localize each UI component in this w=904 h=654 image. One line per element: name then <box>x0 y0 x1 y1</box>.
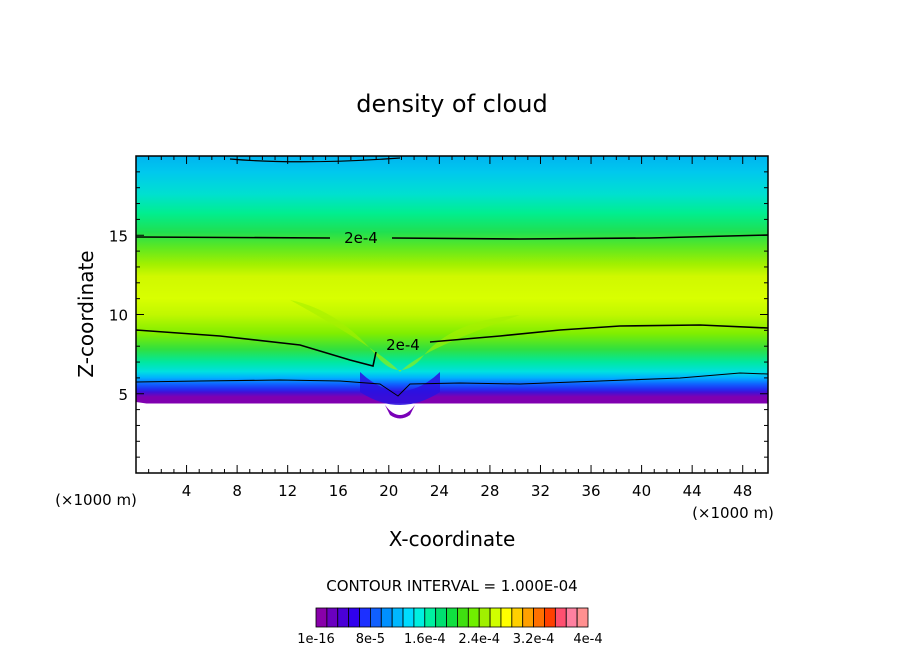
colorbar-swatch <box>424 607 437 628</box>
colorbar-label: 2.4e-4 <box>458 632 500 647</box>
x-tick-label: 36 <box>581 482 600 500</box>
dip-region <box>360 372 440 405</box>
x-unit-label: (×1000 m) <box>692 504 774 522</box>
center-bulge <box>290 300 520 372</box>
colorbar-swatch <box>533 607 545 628</box>
y-tick-label: 15 <box>109 227 128 245</box>
y-unit-label: (×1000 m) <box>55 491 137 509</box>
contour-label-2: 2e-4 <box>386 336 420 354</box>
y-axis-ticks: 5 10 15 <box>109 155 768 474</box>
x-tick-label: 8 <box>232 482 242 500</box>
colorbar-swatch <box>413 607 426 628</box>
x-tick-label: 16 <box>329 482 348 500</box>
colorbar <box>315 607 589 628</box>
x-tick-label: 40 <box>632 482 651 500</box>
x-tick-label: 20 <box>379 482 398 500</box>
colorbar-label: 1.6e-4 <box>404 632 446 647</box>
contour-line-base <box>136 372 768 397</box>
x-tick-label: 32 <box>531 482 550 500</box>
contour-label-1: 2e-4 <box>344 229 378 247</box>
x-tick-label: 44 <box>683 482 702 500</box>
colorbar-swatch <box>315 607 328 628</box>
colorbar-swatch <box>359 607 371 628</box>
x-tick-label: 48 <box>733 482 752 500</box>
colorbar-swatch <box>435 607 447 628</box>
chart-title: density of cloud <box>356 90 547 118</box>
colorbar-swatch <box>326 607 339 628</box>
contour-interval-text: CONTOUR INTERVAL = 1.000E-04 <box>326 577 577 595</box>
contour-line-15 <box>136 234 768 240</box>
colorbar-swatch <box>446 607 458 628</box>
colorbar-swatch <box>565 607 578 628</box>
colorbar-swatch <box>391 607 404 628</box>
colorbar-labels: 1e-16 8e-5 1.6e-4 2.4e-4 3.2e-4 4e-4 <box>297 632 602 647</box>
x-tick-label: 4 <box>182 482 192 500</box>
colorbar-swatch <box>522 607 534 628</box>
colorbar-swatch <box>348 607 360 628</box>
colorbar-swatch <box>489 607 502 628</box>
colorbar-swatch <box>511 607 524 628</box>
y-axis-label: Z-coordinate <box>74 250 98 377</box>
colorbar-swatch <box>402 607 415 628</box>
colorbar-swatch <box>478 607 491 628</box>
dip-core <box>385 405 415 419</box>
colorbar-swatch <box>554 607 567 628</box>
colorbar-swatch <box>467 607 480 628</box>
x-tick-label: 12 <box>278 482 297 500</box>
cloud-base-mask <box>136 402 768 473</box>
colorbar-swatch <box>369 607 382 628</box>
colorbar-swatch <box>337 607 350 628</box>
plot-area <box>136 156 768 473</box>
colorbar-swatch <box>544 607 556 628</box>
colorbar-swatch <box>576 607 589 628</box>
colorbar-swatch <box>500 607 513 628</box>
x-axis-ticks: 4 8 12 16 20 24 28 32 36 40 44 48 <box>135 156 769 500</box>
colorbar-label: 4e-4 <box>573 632 602 647</box>
x-tick-label: 28 <box>480 482 499 500</box>
colorbar-label: 1e-16 <box>297 632 335 647</box>
y-tick-label: 5 <box>118 386 128 404</box>
x-tick-label: 24 <box>430 482 449 500</box>
colorbar-label: 8e-5 <box>356 632 385 647</box>
contour-line-9 <box>136 324 768 367</box>
y-tick-label: 10 <box>109 307 128 325</box>
colorbar-label: 3.2e-4 <box>513 632 555 647</box>
colorbar-swatch <box>380 607 393 628</box>
x-axis-label: X-coordinate <box>389 527 516 551</box>
colorbar-swatch <box>457 607 469 628</box>
